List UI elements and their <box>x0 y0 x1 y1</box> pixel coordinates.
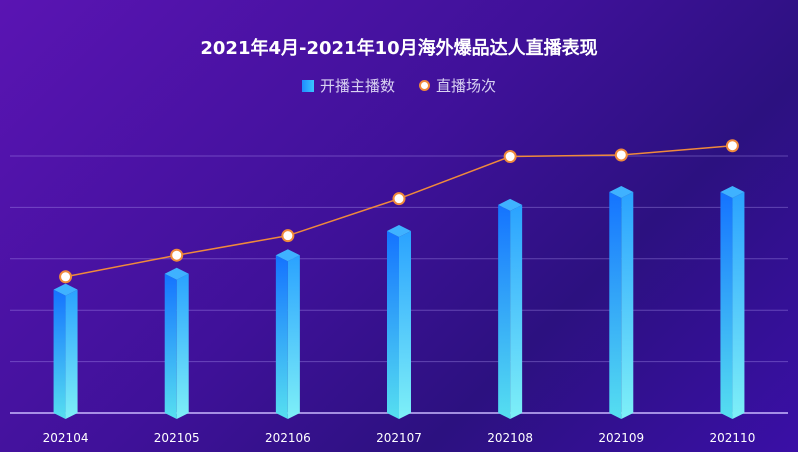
bar-face-left <box>275 255 288 419</box>
bar-face-right <box>621 191 634 419</box>
bar-face-left <box>387 231 399 419</box>
bar-face-left <box>720 191 733 419</box>
x-tick-label: 202104 <box>43 431 89 445</box>
bar-face-right <box>732 191 745 419</box>
line-point-202105[interactable] <box>170 248 184 262</box>
bar-cap <box>387 225 411 238</box>
legend: 开播主播数 直播场次 <box>0 75 798 96</box>
bar-face-left <box>164 273 177 419</box>
line-point-202104[interactable] <box>59 270 73 284</box>
bar-cap <box>498 198 523 211</box>
bar-face-right <box>287 255 300 419</box>
line-point-202110[interactable] <box>725 139 739 153</box>
bar-face-left <box>53 289 66 419</box>
x-tick-label: 202105 <box>154 431 200 445</box>
bar-face-left <box>498 204 511 419</box>
bar-202110[interactable] <box>720 185 745 419</box>
bar-face-right <box>399 231 411 419</box>
legend-item-bar[interactable]: 开播主播数 <box>301 75 395 96</box>
bar-face-right <box>176 273 189 419</box>
bar-202107[interactable] <box>387 225 411 419</box>
x-tick-label: 202106 <box>265 431 311 445</box>
bar-face-left <box>609 191 622 419</box>
bar-202105[interactable] <box>164 267 189 419</box>
x-tick-label: 202109 <box>598 431 644 445</box>
bar-202108[interactable] <box>498 198 523 419</box>
x-tick-label: 202107 <box>376 431 422 445</box>
x-tick-label: 202110 <box>710 431 756 445</box>
legend-item-line[interactable]: 直播场次 <box>419 75 496 96</box>
bar-202109[interactable] <box>609 185 634 419</box>
bar-cap <box>720 185 745 198</box>
legend-bar-swatch <box>301 79 314 92</box>
bar-face-right <box>510 204 523 419</box>
legend-line-swatch <box>419 80 430 91</box>
line-point-202109[interactable] <box>614 148 628 162</box>
line-point-202107[interactable] <box>392 192 406 206</box>
bar-cap <box>53 283 78 296</box>
x-tick-label: 202108 <box>487 431 533 445</box>
line-point-202106[interactable] <box>281 229 295 243</box>
bar-cap <box>609 185 634 198</box>
legend-bar-label: 开播主播数 <box>319 77 395 95</box>
bar-202104[interactable] <box>53 283 78 419</box>
line-point-202108[interactable] <box>503 150 517 164</box>
bar-202106[interactable] <box>275 249 300 419</box>
bar-face-right <box>65 289 78 419</box>
bar-cap <box>164 267 189 280</box>
bar-cap <box>275 249 300 262</box>
chart-title: 2021年4月-2021年10月海外爆品达人直播表现 <box>200 38 598 59</box>
legend-line-label: 直播场次 <box>436 77 497 95</box>
